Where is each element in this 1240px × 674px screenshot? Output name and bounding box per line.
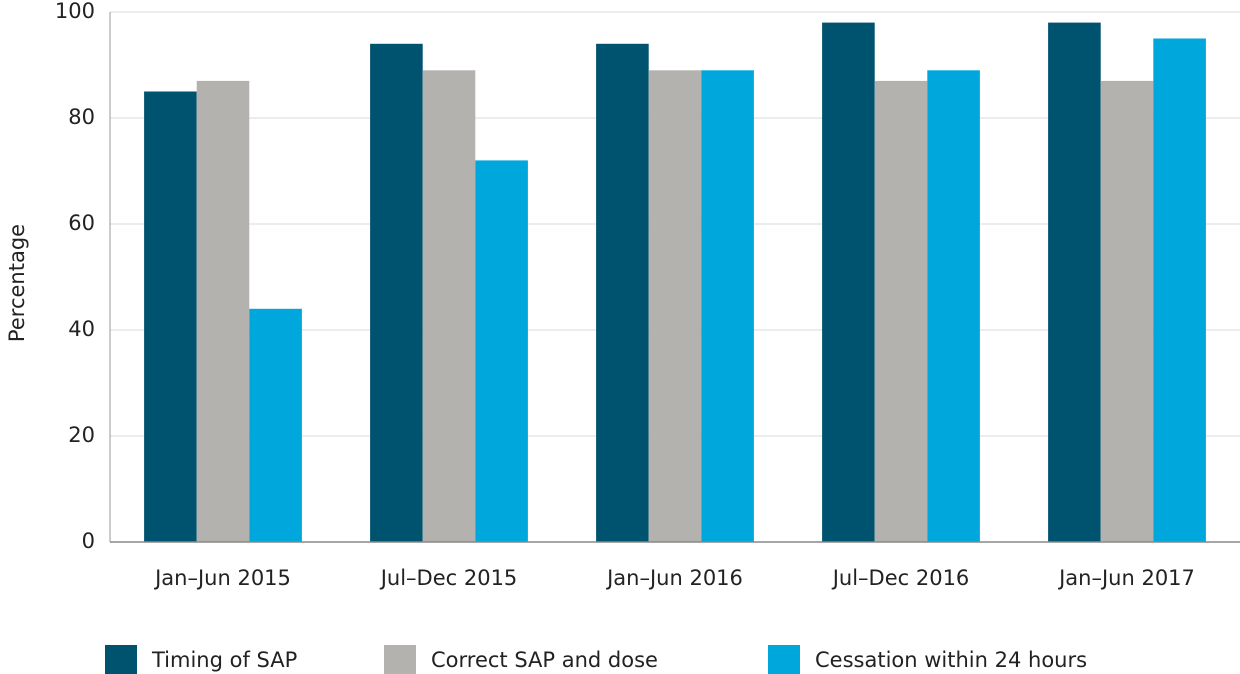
- bar: [1100, 80, 1154, 543]
- bar: [1048, 22, 1101, 543]
- y-tick-label: 60: [68, 211, 95, 235]
- legend-swatch: [105, 645, 137, 674]
- legend-label: Correct SAP and dose: [431, 648, 658, 672]
- y-tick-label: 0: [82, 529, 95, 553]
- x-tick-label: Jan–Jun 2017: [1057, 566, 1195, 590]
- legend-label: Cessation within 24 hours: [815, 648, 1087, 672]
- bar: [475, 160, 528, 542]
- y-tick-label: 20: [68, 423, 95, 447]
- bar: [144, 91, 197, 542]
- x-tick-label: Jan–Jun 2016: [605, 566, 743, 590]
- legend-swatch: [384, 645, 416, 674]
- y-axis-label: Percentage: [5, 224, 29, 342]
- x-tick-label: Jul–Dec 2016: [831, 566, 970, 590]
- bar: [370, 43, 423, 543]
- bar: [422, 70, 476, 543]
- legend-swatch: [768, 645, 800, 674]
- legend-label: Timing of SAP: [151, 648, 297, 672]
- y-tick-label: 100: [55, 0, 95, 23]
- bar: [249, 308, 302, 542]
- bar: [822, 22, 875, 543]
- bar: [927, 70, 980, 543]
- bar: [874, 80, 928, 543]
- y-tick-label: 80: [68, 105, 95, 129]
- bar: [596, 43, 649, 543]
- x-tick-label: Jul–Dec 2015: [379, 566, 518, 590]
- bar: [196, 80, 250, 543]
- bar: [701, 70, 754, 543]
- y-tick-label: 40: [68, 317, 95, 341]
- bar: [1153, 38, 1206, 542]
- x-tick-label: Jan–Jun 2015: [153, 566, 291, 590]
- bar: [648, 70, 702, 543]
